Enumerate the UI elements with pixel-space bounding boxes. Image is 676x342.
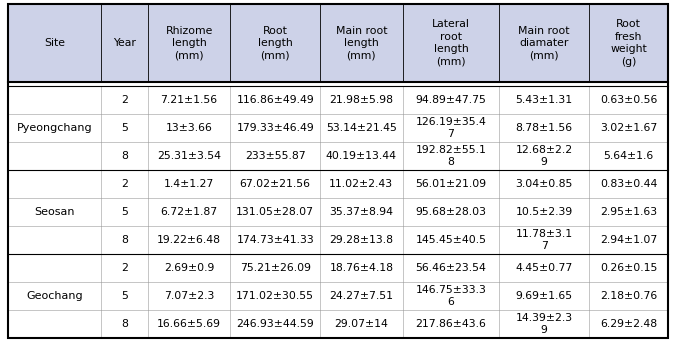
Text: 233±55.87: 233±55.87: [245, 151, 306, 161]
Text: 6.29±2.48: 6.29±2.48: [600, 319, 657, 329]
Text: 10.5±2.39: 10.5±2.39: [516, 207, 573, 217]
Text: 126.19±35.4
7: 126.19±35.4 7: [416, 117, 487, 139]
Text: 5.43±1.31: 5.43±1.31: [516, 95, 573, 105]
Text: 11.02±2.43: 11.02±2.43: [329, 179, 393, 189]
Text: 56.01±21.09: 56.01±21.09: [416, 179, 487, 189]
Text: 5: 5: [121, 207, 128, 217]
Bar: [8, 4, 668, 82]
Text: 5.64±1.6: 5.64±1.6: [604, 151, 654, 161]
Text: 0.26±0.15: 0.26±0.15: [600, 263, 657, 273]
Text: 2: 2: [121, 95, 128, 105]
Text: Root
fresh
weight
(g): Root fresh weight (g): [610, 19, 647, 67]
Text: 6.72±1.87: 6.72±1.87: [161, 207, 218, 217]
Text: 179.33±46.49: 179.33±46.49: [237, 123, 314, 133]
Text: 11.78±3.1
7: 11.78±3.1 7: [516, 229, 573, 251]
Text: 146.75±33.3
6: 146.75±33.3 6: [416, 285, 487, 307]
Text: Main root
length
(mm): Main root length (mm): [335, 26, 387, 61]
Text: 0.83±0.44: 0.83±0.44: [600, 179, 657, 189]
Text: 5: 5: [121, 123, 128, 133]
Text: 171.02±30.55: 171.02±30.55: [236, 291, 314, 301]
Text: 192.82±55.1
8: 192.82±55.1 8: [416, 145, 487, 167]
Text: 8: 8: [121, 235, 128, 245]
Text: 8: 8: [121, 319, 128, 329]
Text: 2.94±1.07: 2.94±1.07: [600, 235, 657, 245]
Text: 1.4±1.27: 1.4±1.27: [164, 179, 214, 189]
Text: 16.66±5.69: 16.66±5.69: [157, 319, 221, 329]
Text: 95.68±28.03: 95.68±28.03: [416, 207, 487, 217]
Text: 75.21±26.09: 75.21±26.09: [240, 263, 311, 273]
Text: Rhizome
length
(mm): Rhizome length (mm): [166, 26, 213, 61]
Text: 19.22±6.48: 19.22±6.48: [157, 235, 221, 245]
Text: 12.68±2.2
9: 12.68±2.2 9: [516, 145, 573, 167]
Text: Year: Year: [113, 38, 136, 48]
Text: 29.07±14: 29.07±14: [335, 319, 388, 329]
Text: 145.45±40.5: 145.45±40.5: [416, 235, 487, 245]
Text: 2: 2: [121, 179, 128, 189]
Text: 217.86±43.6: 217.86±43.6: [416, 319, 487, 329]
Text: 8: 8: [121, 151, 128, 161]
Text: 53.14±21.45: 53.14±21.45: [326, 123, 397, 133]
Text: Lateral
root
length
(mm): Lateral root length (mm): [432, 19, 470, 67]
Text: 8.78±1.56: 8.78±1.56: [516, 123, 573, 133]
Text: 25.31±3.54: 25.31±3.54: [157, 151, 221, 161]
Text: 246.93±44.59: 246.93±44.59: [237, 319, 314, 329]
Text: 116.86±49.49: 116.86±49.49: [237, 95, 314, 105]
Text: 21.98±5.98: 21.98±5.98: [329, 95, 393, 105]
Text: 18.76±4.18: 18.76±4.18: [329, 263, 393, 273]
Text: 29.28±13.8: 29.28±13.8: [329, 235, 393, 245]
Text: 40.19±13.44: 40.19±13.44: [326, 151, 397, 161]
Text: 5: 5: [121, 291, 128, 301]
Text: 2.18±0.76: 2.18±0.76: [600, 291, 657, 301]
Text: 2.95±1.63: 2.95±1.63: [600, 207, 657, 217]
Text: Site: Site: [44, 38, 65, 48]
Text: 24.27±7.51: 24.27±7.51: [329, 291, 393, 301]
Text: 14.39±2.3
9: 14.39±2.3 9: [516, 313, 573, 335]
Text: Geochang: Geochang: [26, 291, 83, 301]
Text: Root
length
(mm): Root length (mm): [258, 26, 293, 61]
Text: Seosan: Seosan: [34, 207, 75, 217]
Text: 7.21±1.56: 7.21±1.56: [161, 95, 218, 105]
Text: 94.89±47.75: 94.89±47.75: [416, 95, 487, 105]
Text: 9.69±1.65: 9.69±1.65: [516, 291, 573, 301]
Text: Main root
diamater
(mm): Main root diamater (mm): [518, 26, 570, 61]
Text: 3.04±0.85: 3.04±0.85: [516, 179, 573, 189]
Text: 3.02±1.67: 3.02±1.67: [600, 123, 657, 133]
Text: 131.05±28.07: 131.05±28.07: [236, 207, 314, 217]
Text: 4.45±0.77: 4.45±0.77: [516, 263, 573, 273]
Text: 2.69±0.9: 2.69±0.9: [164, 263, 214, 273]
Text: 7.07±2.3: 7.07±2.3: [164, 291, 214, 301]
Text: 35.37±8.94: 35.37±8.94: [329, 207, 393, 217]
Text: 13±3.66: 13±3.66: [166, 123, 212, 133]
Text: Pyeongchang: Pyeongchang: [17, 123, 93, 133]
Text: 174.73±41.33: 174.73±41.33: [237, 235, 314, 245]
Text: 0.63±0.56: 0.63±0.56: [600, 95, 657, 105]
Text: 2: 2: [121, 263, 128, 273]
Text: 67.02±21.56: 67.02±21.56: [240, 179, 311, 189]
Text: 56.46±23.54: 56.46±23.54: [416, 263, 487, 273]
